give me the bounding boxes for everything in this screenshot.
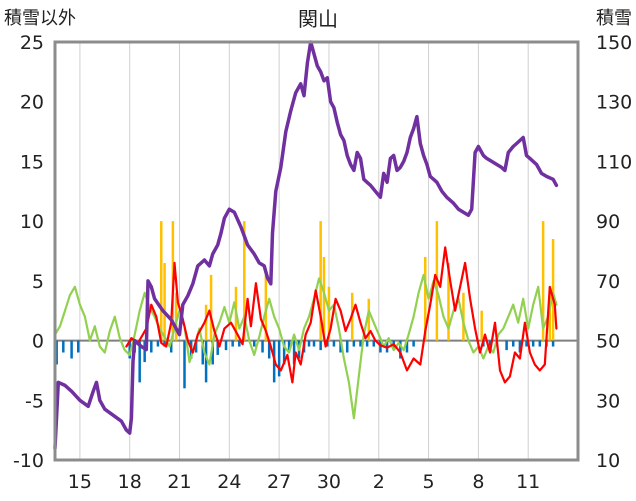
- y-left-tick-labels: -10 -5 0 5 10 15 20 25: [13, 32, 44, 472]
- y-left-axis-label: 積雪以外: [4, 8, 76, 29]
- y-right-tick-label: 110: [596, 151, 632, 173]
- y-left-tick-label: -5: [25, 390, 44, 412]
- y-right-tick-label: 50: [596, 331, 620, 353]
- series-line: [53, 273, 558, 420]
- y-right-tick-label: 130: [596, 92, 632, 114]
- x-tick-label: 18: [118, 471, 142, 493]
- series-line: [125, 246, 558, 384]
- y-left-tick-label: 0: [32, 331, 44, 353]
- y-right-axis-label: 積雪: [596, 8, 632, 29]
- y-right-tick-labels: 10 30 50 70 90 110 130 150: [596, 32, 632, 472]
- x-tick-label: 11: [516, 471, 540, 493]
- y-right-tick-label: 30: [596, 390, 620, 412]
- y-left-tick-label: 10: [20, 211, 44, 233]
- x-tick-label: 15: [68, 471, 92, 493]
- y-right-tick-label: 90: [596, 211, 620, 233]
- y-left-tick-label: 15: [20, 151, 44, 173]
- plot-frame: [53, 40, 580, 462]
- x-tick-label: 5: [423, 471, 435, 493]
- snow-depth-line: [53, 40, 559, 450]
- y-right-tick-label: 10: [596, 450, 620, 472]
- y-left-tick-label: 25: [20, 32, 44, 54]
- x-tick-labels: 15 18 21 24 27 30 2 5 8 11: [68, 471, 540, 493]
- x-tick-label: 30: [317, 471, 341, 493]
- y-right-tick-label: 70: [596, 271, 620, 293]
- y-right-tick-label: 150: [596, 32, 632, 54]
- y-left-tick-label: 20: [20, 92, 44, 114]
- vertical-gridlines: [79, 42, 529, 460]
- x-tick-label: 2: [373, 471, 385, 493]
- x-tick-label: 24: [217, 471, 241, 493]
- y-left-tick-label: 5: [32, 271, 44, 293]
- chart-title: 関山: [298, 7, 338, 31]
- line-series: [53, 40, 559, 450]
- x-tick-label: 21: [167, 471, 191, 493]
- x-tick-label: 27: [267, 471, 291, 493]
- y-left-tick-label: -10: [13, 450, 44, 472]
- x-tick-label: 8: [472, 471, 484, 493]
